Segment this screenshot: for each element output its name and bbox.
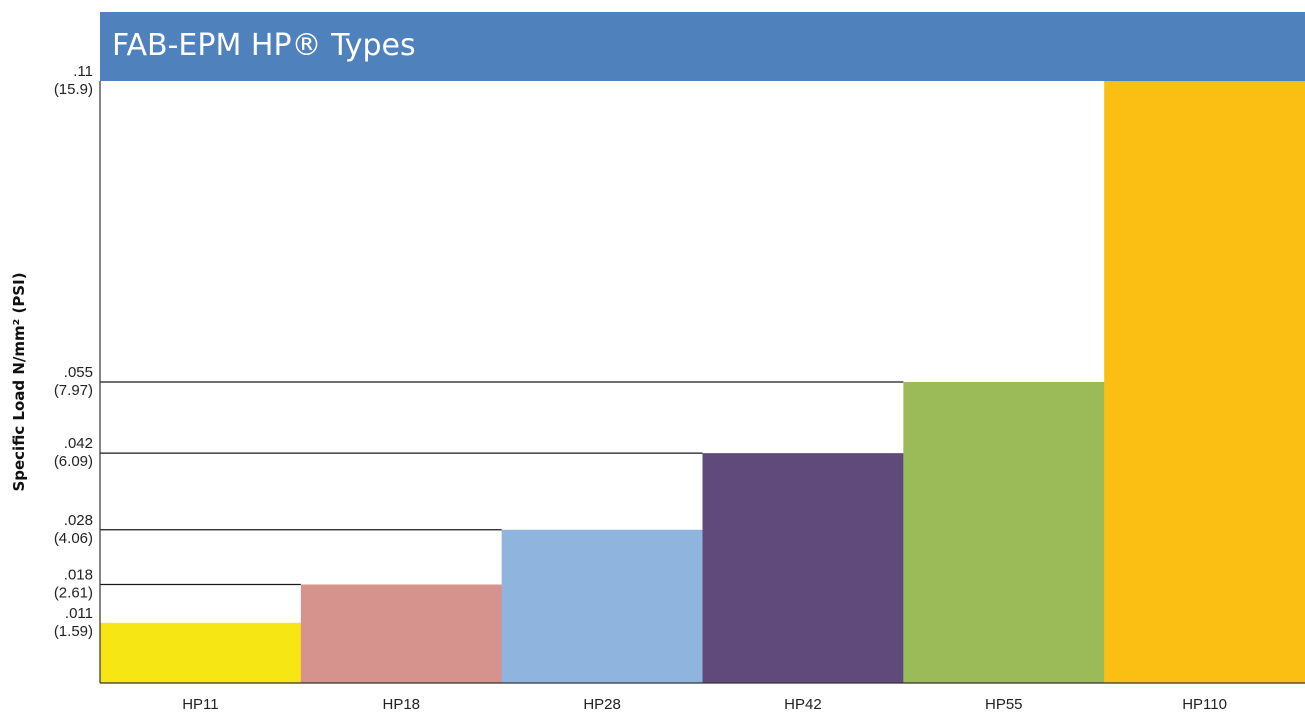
x-tick-label: HP28 [583, 696, 621, 713]
y-tick-sublabel: (15.9) [54, 81, 93, 98]
bars [100, 81, 1305, 683]
x-tick-label: HP42 [784, 696, 822, 713]
y-tick-label: .042 [64, 435, 93, 452]
guide-lines [100, 381, 904, 586]
y-tick-sublabel: (2.61) [54, 584, 93, 601]
y-tick-labels: .011(1.59) .018(2.61) .028(4.06) .042(6.09)… [54, 63, 93, 640]
y-tick-sublabel: (6.09) [54, 453, 93, 470]
y-tick-sublabel: (1.59) [54, 623, 93, 640]
y-tick-label: .011 [65, 605, 93, 622]
y-tick-sublabel: (4.06) [54, 530, 93, 547]
chart-title: FAB-EPM HP® Types [112, 28, 416, 63]
x-tick-label: HP11 [182, 696, 218, 713]
y-tick-label: .028 [64, 512, 93, 529]
y-tick-label: .055 [64, 364, 93, 381]
bar-hp42 [702, 453, 904, 683]
y-tick-label: .018 [64, 566, 93, 583]
bar-hp28 [501, 529, 703, 683]
bar-hp55 [903, 382, 1105, 683]
y-axis-label: Specific Load N/mm² (PSI) [10, 272, 28, 491]
x-tick-label: HP55 [985, 696, 1023, 713]
bar-hp110 [1104, 81, 1305, 683]
bar-hp11 [100, 622, 302, 683]
bar-hp18 [300, 584, 503, 683]
y-tick-sublabel: (7.97) [54, 382, 93, 399]
x-tick-label: HP110 [1182, 696, 1227, 713]
x-tick-labels: HP11 HP18 HP28 HP42 HP55 HP110 [182, 696, 1227, 713]
x-tick-label: HP18 [382, 696, 420, 713]
title-bar [100, 12, 1305, 81]
y-tick-label: .11 [73, 63, 93, 80]
